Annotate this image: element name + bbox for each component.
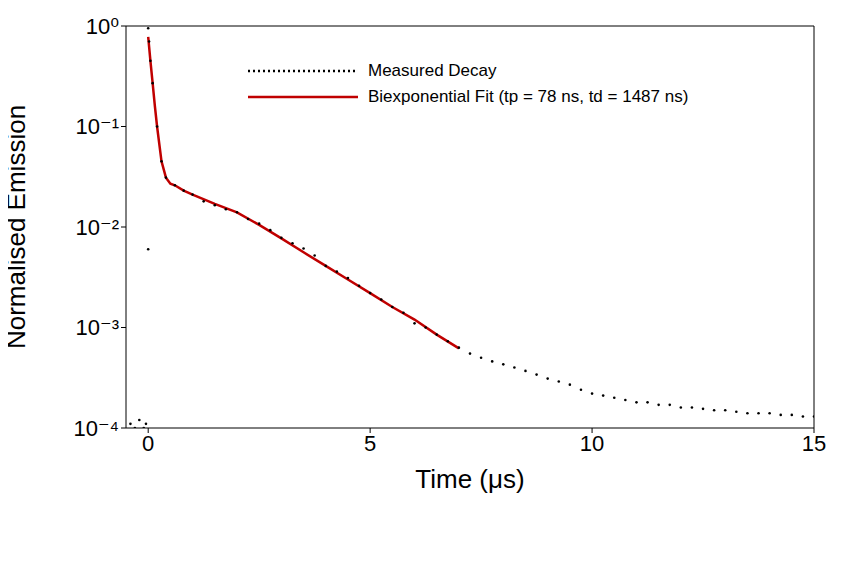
svg-text:10: 10 <box>580 431 604 456</box>
html-text:Biexponential Fit (tp = 78 ns,: Biexponential Fit (tp = 78 ns, td = 1487… <box>368 87 689 106</box>
html-text:Measured Decay: Measured Decay <box>368 61 497 80</box>
svg-text:10⁻²: 10⁻² <box>76 215 119 240</box>
svg-text:15: 15 <box>802 431 826 456</box>
svg-text:Time (μs): Time (μs) <box>415 464 524 494</box>
svg-text:10⁰: 10⁰ <box>86 14 119 39</box>
svg-text:10⁻³: 10⁻³ <box>76 315 119 340</box>
svg-text:10⁻⁴: 10⁻⁴ <box>73 416 119 441</box>
svg-text:0: 0 <box>142 431 154 456</box>
svg-text:10⁻¹: 10⁻¹ <box>76 114 119 139</box>
svg-text:Normalised Emission: Normalised Emission <box>8 105 31 349</box>
svg-text:5: 5 <box>364 431 376 456</box>
